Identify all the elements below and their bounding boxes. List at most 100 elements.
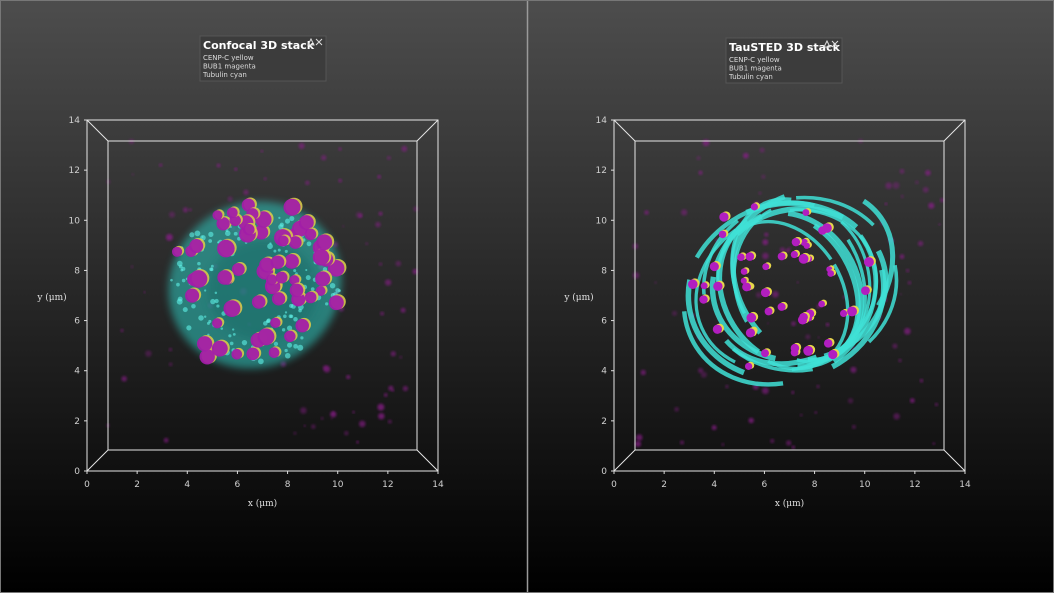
- collapse-icon[interactable]: [823, 39, 831, 48]
- x-tick-label: 12: [909, 480, 920, 490]
- background-speck: [674, 406, 679, 412]
- box-front: [613, 119, 966, 472]
- background-speck: [386, 156, 391, 160]
- bub1-spot: [259, 257, 275, 273]
- bub1-spot: [212, 318, 223, 329]
- bub1-spot: [740, 268, 748, 275]
- bub1-spot: [827, 270, 835, 277]
- close-icon[interactable]: [315, 38, 323, 46]
- bub1-spot: [777, 302, 786, 311]
- tubulin-dot: [180, 268, 184, 272]
- tubulin-strand: [715, 219, 850, 371]
- bub1-spot: [699, 295, 708, 304]
- background-speck: [847, 398, 854, 404]
- background-speck: [263, 177, 267, 181]
- x-tick-label: 10: [332, 480, 344, 490]
- background-speck: [899, 254, 905, 260]
- background-speck: [755, 292, 762, 298]
- background-speck: [791, 321, 796, 327]
- background-speck: [163, 437, 169, 443]
- background-speck: [121, 376, 127, 382]
- tubulin-dot: [284, 311, 288, 314]
- background-speck: [938, 223, 941, 226]
- y-tick-label: 10: [69, 216, 81, 226]
- background-speck: [634, 440, 642, 448]
- bub1-spot: [791, 237, 801, 247]
- background-speck: [216, 163, 221, 168]
- background-speck: [305, 180, 310, 186]
- tubulin-strand: [707, 186, 896, 367]
- tubulin-dot: [214, 298, 219, 304]
- y-tick-label: 6: [74, 317, 80, 327]
- background-speck: [696, 156, 701, 161]
- legend-line: CENP-C yellow: [729, 56, 780, 64]
- tubulin-dot: [305, 275, 311, 281]
- bub1-spot: [289, 283, 304, 298]
- background-speck: [779, 247, 786, 253]
- tubulin-dot: [204, 289, 207, 292]
- tubulin-dot: [306, 241, 312, 247]
- background-speck: [399, 355, 403, 359]
- x-tick-label: 6: [235, 480, 241, 490]
- tubulin-dot: [273, 341, 279, 347]
- background-speck: [700, 371, 707, 378]
- background-speck: [168, 347, 173, 352]
- y-tick-label: 8: [601, 266, 607, 276]
- x-tick-label: 4: [711, 480, 717, 490]
- box-back: [634, 140, 945, 451]
- bub1-spot: [199, 349, 215, 365]
- bub1-spot: [750, 203, 758, 211]
- background-speck: [352, 410, 355, 414]
- x-tick-label: 8: [285, 480, 291, 490]
- tubulin-dot: [258, 358, 264, 365]
- box-edge: [416, 449, 439, 472]
- tubulin-dot: [278, 216, 281, 219]
- tubulin-dot: [284, 348, 288, 353]
- box-front: [86, 119, 439, 472]
- tubulin-dot: [208, 319, 212, 323]
- background-speck: [395, 260, 402, 267]
- background-speck: [770, 438, 775, 444]
- collapse-icon[interactable]: [307, 37, 315, 46]
- background-speck: [899, 168, 905, 174]
- x-tick-label: 0: [611, 480, 617, 490]
- y-tick-label: 4: [601, 367, 607, 377]
- tubulin-dot: [220, 327, 224, 330]
- box-edge: [86, 449, 109, 472]
- box-edge: [613, 449, 636, 472]
- background-speck: [892, 343, 898, 349]
- background-speck: [412, 268, 418, 275]
- x-tick-label: 12: [382, 480, 393, 490]
- tubulin-dot: [232, 333, 236, 336]
- bub1-spot: [863, 257, 874, 268]
- bub1-spot: [802, 209, 810, 216]
- volume-render: [106, 138, 419, 444]
- bub1-spot: [803, 345, 814, 356]
- background-speck: [159, 163, 163, 167]
- tubulin-dot: [181, 278, 186, 283]
- bub1-spot: [304, 228, 317, 241]
- background-speck: [145, 350, 152, 357]
- background-speck: [725, 384, 729, 389]
- bub1-spot: [270, 255, 285, 270]
- x-tick-label: 6: [762, 480, 768, 490]
- background-speck: [909, 398, 915, 403]
- background-speck: [758, 191, 762, 195]
- background-speck: [721, 443, 725, 447]
- tubulin-dot: [305, 268, 308, 272]
- background-speck: [816, 385, 820, 388]
- bub1-spot: [745, 252, 755, 261]
- tubulin-dot: [329, 282, 336, 289]
- tubulin-dot: [287, 342, 293, 348]
- close-icon[interactable]: [831, 40, 839, 48]
- bub1-spot: [740, 277, 747, 284]
- bub1-spot: [246, 347, 260, 361]
- bub1-spot: [713, 281, 723, 292]
- background-speck: [342, 225, 345, 228]
- background-speck: [893, 413, 900, 420]
- background-speck: [338, 147, 342, 151]
- bub1-spot: [737, 253, 745, 261]
- background-speck: [898, 358, 902, 363]
